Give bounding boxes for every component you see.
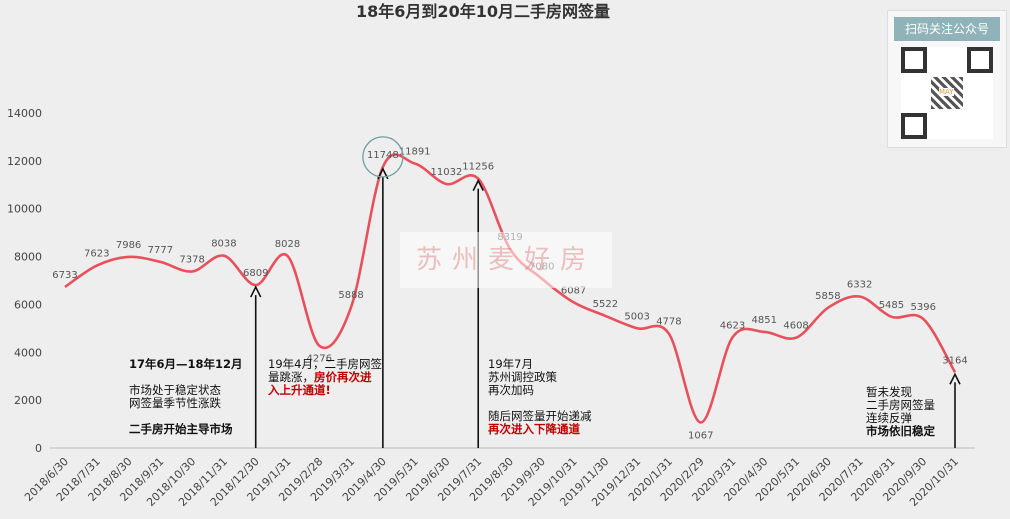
chart-title: 18年6月到20年10月二手房网签量: [356, 2, 610, 21]
y-tick-label: 6000: [14, 298, 42, 311]
annotation-april-jump: 19年4月，二手房网签 量跳涨，房价再次进 入上升通道!: [268, 358, 382, 397]
annotation-arrow-head: [472, 178, 484, 192]
x-axis: 2018/6/302018/7/312018/8/302018/9/312018…: [22, 447, 975, 509]
data-label: 11256: [462, 162, 494, 173]
data-label: 7986: [116, 240, 141, 251]
y-tick-label: 12000: [7, 155, 42, 168]
y-tick-label: 0: [35, 442, 42, 455]
annotation-july-line1: 19年7月: [488, 357, 533, 371]
data-label: 6332: [847, 279, 872, 290]
annotation-april-line2a: 量跳涨，: [268, 370, 314, 384]
data-label: 5522: [593, 299, 618, 310]
annotation-stable-market: 17年6月—18年12月 市场处于稳定状态 网签量季节性涨跌 二手房开始主导市场: [129, 358, 243, 436]
data-label: 6733: [52, 270, 77, 281]
watermark: 苏州麦好房: [400, 232, 612, 288]
annotation-arrows: [249, 167, 961, 448]
data-label: 4623: [720, 320, 745, 331]
data-label: 8028: [275, 239, 300, 250]
annotation-recent: 暂未发现 二手房网签量 连续反弹 市场依旧稳定: [866, 386, 935, 438]
annotation-april-line1: 19年4月，二手房网签: [268, 357, 382, 371]
data-label: 5485: [879, 300, 904, 311]
y-tick-label: 8000: [14, 251, 42, 264]
annotation-stable-line3: 网签量季节性涨跌: [129, 396, 221, 410]
data-label: 5003: [624, 311, 649, 322]
data-label: 4276: [307, 354, 332, 365]
annotation-april-line3: 入上升通道!: [268, 383, 331, 397]
annotation-recent-line2: 二手房网签量: [866, 398, 935, 412]
data-label: 6809: [243, 268, 268, 279]
qr-card[interactable]: 扫码关注公众号 MAY: [887, 10, 1007, 148]
data-label: 3164: [942, 355, 967, 366]
annotation-arrow-head: [949, 372, 961, 385]
y-tick-label: 10000: [7, 203, 42, 216]
data-label: 7378: [179, 254, 204, 265]
qr-code-icon: MAY: [901, 47, 993, 139]
annotation-july-policy: 19年7月 苏州调控政策 再次加码 随后网签量开始递减 再次进入下降通道: [488, 358, 592, 436]
y-tick-label: 2000: [14, 394, 42, 407]
annotation-recent-line4: 市场依旧稳定: [866, 424, 935, 438]
annotation-recent-line3: 连续反弹: [866, 411, 912, 425]
annotation-arrow-head: [249, 285, 262, 298]
annotation-stable-line1: 17年6月—18年12月: [129, 357, 243, 371]
data-label: 5396: [910, 302, 935, 313]
qr-center-text: MAY: [939, 88, 954, 96]
data-label: 4608: [783, 321, 808, 332]
annotation-april-line2b: 房价再次进: [314, 370, 372, 384]
data-label: 7623: [84, 249, 109, 260]
data-label: 5858: [815, 291, 840, 302]
annotation-july-line5: 再次进入下降通道: [488, 422, 580, 436]
y-tick-label: 4000: [14, 346, 42, 359]
annotation-july-line2: 苏州调控政策: [488, 370, 557, 384]
annotation-arrow-head: [377, 167, 389, 180]
data-label: 4851: [752, 315, 777, 326]
annotation-july-line3: 再次加码: [488, 383, 534, 397]
data-label: 11748: [367, 150, 399, 161]
y-axis: 0 2000 4000 6000 8000 10000 12000 14000: [7, 107, 42, 455]
qr-title: 扫码关注公众号: [894, 17, 1000, 41]
data-label: 6087: [561, 285, 586, 296]
data-label: 5888: [338, 290, 363, 301]
data-label: 11032: [431, 167, 463, 178]
annotation-july-line4: 随后网签量开始递减: [488, 409, 592, 423]
highlight-circle: [362, 136, 404, 178]
data-label: 11891: [399, 146, 431, 157]
data-label: 7777: [148, 245, 173, 256]
data-label: 4778: [656, 317, 681, 328]
annotation-stable-line2: 市场处于稳定状态: [129, 383, 221, 397]
annotation-recent-line1: 暂未发现: [866, 385, 912, 399]
data-label: 1067: [688, 430, 713, 441]
data-label: 8038: [211, 239, 236, 250]
y-tick-label: 14000: [7, 107, 42, 120]
annotation-stable-line4: 二手房开始主导市场: [129, 422, 233, 436]
